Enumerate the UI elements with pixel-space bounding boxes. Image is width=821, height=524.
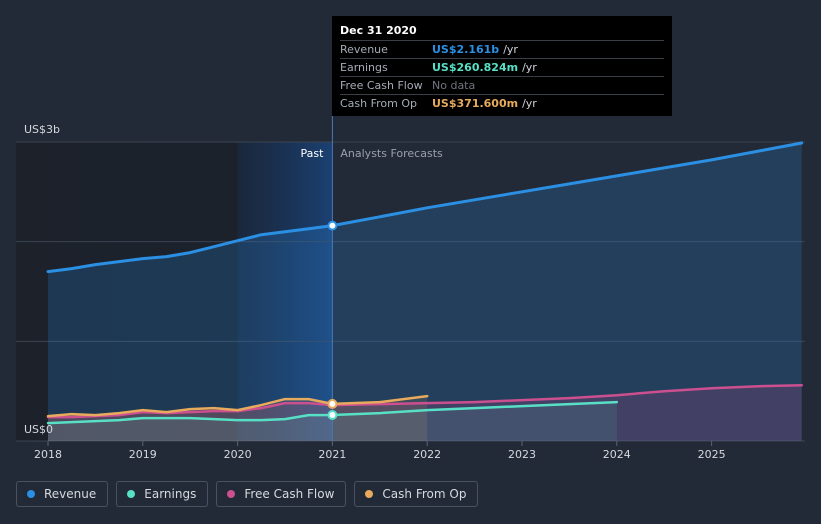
y-axis-label-top: US$3b xyxy=(24,123,60,136)
tooltip-unit: /yr xyxy=(522,97,537,110)
line-free-cash-flow xyxy=(46,383,803,419)
marker-cash-from-op xyxy=(327,398,338,409)
legend-label: Earnings xyxy=(144,487,197,501)
legend-dot-icon xyxy=(227,490,236,498)
y-axis-label-bottom: US$0 xyxy=(24,423,53,436)
legend-item-free-cash-flow[interactable]: Free Cash Flow xyxy=(216,481,347,507)
x-tick-label: 2022 xyxy=(413,448,441,461)
tooltip-label: Revenue xyxy=(340,43,388,56)
area-free-cash-flow xyxy=(48,385,802,441)
tooltip-label: Free Cash Flow xyxy=(340,79,423,92)
legend-item-revenue[interactable]: Revenue xyxy=(16,481,109,507)
line-earnings xyxy=(46,400,619,425)
tooltip-row-cash-from-op: Cash From Op US$371.600m /yr xyxy=(340,94,664,112)
tooltip-value: US$260.824m xyxy=(432,61,519,74)
line-revenue xyxy=(46,141,804,274)
marker-earnings xyxy=(327,409,338,420)
x-tick-label: 2024 xyxy=(603,448,631,461)
tooltip-row-earnings: Earnings US$260.824m /yr xyxy=(340,58,664,76)
line-cash-from-op xyxy=(46,394,429,418)
region-label-forecast: Analysts Forecasts xyxy=(340,147,443,160)
legend-label: Revenue xyxy=(44,487,97,501)
x-tick-label: 2021 xyxy=(318,448,346,461)
x-tick-label: 2025 xyxy=(698,448,726,461)
legend-dot-icon xyxy=(127,490,136,498)
x-tick-label: 2018 xyxy=(34,448,62,461)
region-label-past: Past xyxy=(300,147,324,160)
legend: Revenue Earnings Free Cash Flow Cash Fro… xyxy=(16,481,479,507)
tooltip-row-free-cash-flow: Free Cash Flow No data xyxy=(340,76,664,94)
tooltip-value: US$2.161b xyxy=(432,43,500,56)
hover-highlight-band xyxy=(237,142,333,441)
area-revenue xyxy=(48,143,802,441)
x-tick-label: 2023 xyxy=(508,448,536,461)
tooltip-unit: /yr xyxy=(503,43,518,56)
legend-label: Free Cash Flow xyxy=(244,487,335,501)
tooltip-label: Earnings xyxy=(340,61,388,74)
tooltip-date: Dec 31 2020 xyxy=(340,24,417,37)
tooltip-row-revenue: Revenue US$2.161b /yr xyxy=(340,40,664,58)
legend-dot-icon xyxy=(27,490,35,498)
x-tick-label: 2019 xyxy=(129,448,157,461)
tooltip-value: US$371.600m xyxy=(432,97,519,110)
tooltip: Dec 31 2020 Revenue US$2.161b /yr Earnin… xyxy=(332,16,672,116)
legend-label: Cash From Op xyxy=(382,487,467,501)
legend-item-earnings[interactable]: Earnings xyxy=(116,481,209,507)
legend-item-cash-from-op[interactable]: Cash From Op xyxy=(354,481,479,507)
tooltip-value: No data xyxy=(432,79,476,92)
tooltip-label: Cash From Op xyxy=(340,97,418,110)
x-tick-label: 2020 xyxy=(224,448,252,461)
marker-revenue xyxy=(327,220,338,231)
legend-dot-icon xyxy=(365,490,374,498)
tooltip-unit: /yr xyxy=(522,61,537,74)
